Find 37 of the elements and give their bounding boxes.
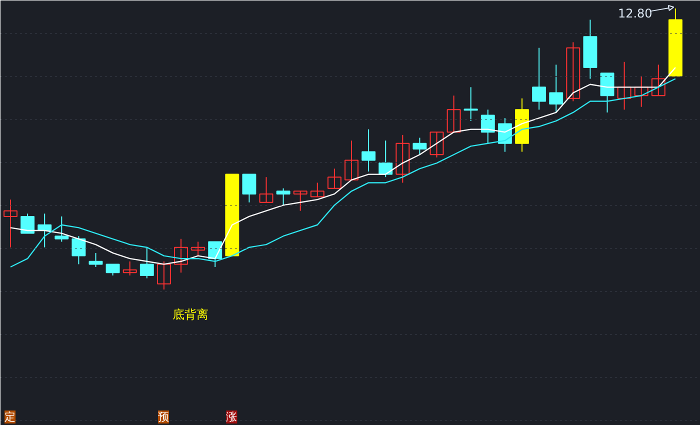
candlestick [4,199,18,248]
candlestick [156,260,171,290]
candlestick [532,47,546,110]
text: 预 [158,410,169,424]
candlestick [327,168,342,189]
candlestick [174,238,188,274]
candlestick [54,216,69,242]
candlestick [430,132,444,158]
candlestick [549,64,564,113]
candlestick [191,241,206,256]
text: 涨 [226,410,238,424]
candlestick [208,241,222,268]
candlestick [72,236,86,265]
candlestick [378,140,393,178]
candlestick [293,190,308,212]
candlestick [464,86,478,122]
text: 底背离 [172,308,208,322]
candlestick [122,260,137,276]
candlestick [651,64,666,96]
candlestick [362,128,376,172]
candlestick [20,213,35,234]
candlestick [600,72,614,113]
candlestick [446,95,461,133]
candlestick [88,252,103,268]
candlestick [396,134,410,184]
candlestick [310,182,324,198]
candlestick [106,264,120,276]
candlestick [276,188,290,206]
candlestick [344,140,358,180]
annotation: 12.80 [618,6,652,20]
text: 定 [4,410,16,424]
candlestick [259,176,274,203]
candlestick [566,42,580,102]
candlestick [140,246,154,279]
candlestick [242,174,256,203]
candlestick [480,109,495,144]
candlestick [412,137,427,156]
